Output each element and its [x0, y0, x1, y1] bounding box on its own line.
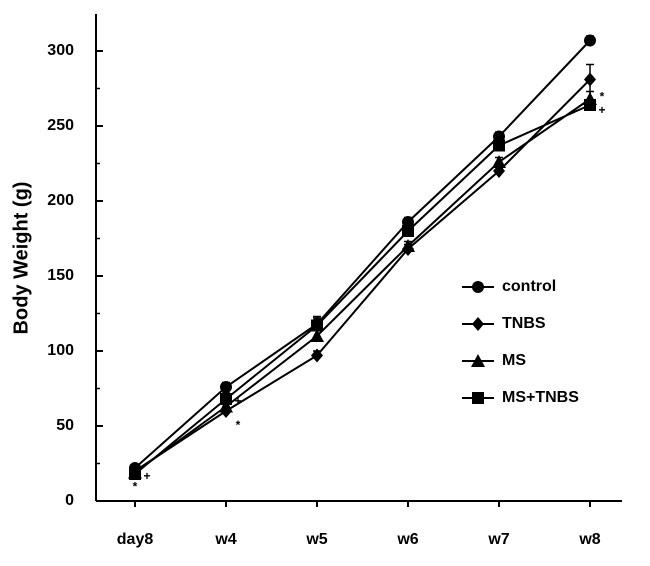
significance-mark: +	[143, 469, 150, 483]
series-line	[134, 98, 591, 474]
significance-mark: *	[133, 480, 138, 494]
y-tick-label: 100	[47, 342, 74, 359]
x-axis-ticks: day8 w4 w5 w6 w7 w8	[117, 501, 601, 548]
y-axis-title: Body Weight (g)	[10, 182, 32, 335]
legend-marker	[472, 281, 484, 293]
significance-mark: +	[234, 394, 241, 408]
legend-item: MS+TNBS	[462, 389, 579, 406]
data-point	[402, 225, 414, 237]
data-point	[311, 348, 323, 363]
data-point	[219, 399, 233, 413]
series-line	[134, 78, 591, 472]
legend-label: MS+TNBS	[502, 389, 579, 406]
series-tnbs	[129, 63, 596, 478]
x-tick-label: w4	[214, 531, 236, 548]
y-tick-label: 50	[56, 417, 74, 434]
significance-mark: *	[236, 418, 241, 432]
series-line	[134, 104, 591, 475]
series-line	[134, 39, 591, 469]
legend-item: TNBS	[462, 315, 546, 332]
series-layer	[128, 34, 597, 480]
legend-label: MS	[502, 352, 526, 369]
significance-annotations: *+*+*+	[133, 90, 606, 494]
data-point	[129, 468, 141, 480]
significance-mark: *	[600, 90, 605, 104]
y-tick-label: 150	[47, 267, 74, 284]
x-tick-label: w6	[396, 531, 418, 548]
y-tick-label: 0	[65, 492, 74, 509]
x-tick-label: day8	[117, 531, 154, 548]
data-point	[311, 319, 323, 332]
series-control	[129, 34, 596, 474]
y-axis-ticks: 0 50 100 150 200 250 300	[47, 42, 103, 509]
series-ms-tnbs	[129, 99, 596, 480]
y-tick-label: 200	[47, 192, 74, 209]
legend-marker	[472, 317, 484, 331]
axes	[95, 14, 622, 502]
data-point	[584, 72, 596, 87]
legend-label: TNBS	[502, 315, 546, 332]
data-point	[584, 99, 596, 111]
legend-label: control	[502, 278, 556, 295]
legend-item: MS	[462, 352, 526, 369]
data-point	[220, 393, 232, 405]
legend-item: control	[462, 278, 556, 295]
legend: control TNBS MS MS+TNBS	[462, 278, 579, 406]
x-tick-label: w7	[487, 531, 509, 548]
data-point	[220, 381, 232, 393]
x-tick-label: w8	[578, 531, 600, 548]
data-point	[584, 34, 596, 47]
y-tick-label: 300	[47, 42, 74, 59]
legend-marker	[471, 354, 485, 367]
data-point	[492, 155, 506, 168]
x-tick-label: w5	[305, 531, 327, 548]
legend-marker	[472, 392, 484, 404]
data-point	[493, 139, 505, 152]
significance-mark: +	[598, 103, 605, 117]
y-tick-label: 250	[47, 117, 74, 134]
data-point	[310, 329, 324, 342]
data-point	[401, 239, 415, 252]
